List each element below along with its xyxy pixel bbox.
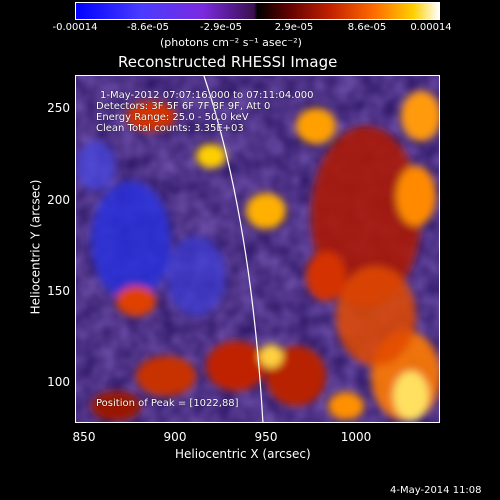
colorbar-tick: 2.9e-05 [274, 22, 314, 33]
x-tick: 950 [254, 430, 278, 444]
colorbar-units: (photons cm⁻² s⁻¹ asec⁻²) [160, 36, 302, 49]
info-detectors: Detectors: 3F 5F 6F 7F 8F 9F, Att 0 [96, 101, 271, 112]
colorbar-tick: 8.6e-05 [347, 22, 387, 33]
info-peak-position: Position of Peak = [1022,88] [96, 398, 239, 409]
emission-blobs [76, 91, 439, 421]
x-tick: 850 [72, 430, 96, 444]
plot-title: Reconstructed RHESSI Image [118, 53, 338, 71]
y-tick: 150 [47, 284, 70, 298]
footer-timestamp: 4-May-2014 11:08 [390, 485, 482, 496]
y-tick: 250 [47, 101, 70, 115]
colorbar-tick: -8.6e-05 [127, 22, 169, 33]
colorbar-tick: -0.00014 [52, 22, 98, 33]
y-tick: 200 [47, 193, 70, 207]
image-plot[interactable]: 1-May-2012 07:07:16.000 to 07:11:04.000 … [75, 75, 440, 423]
colorbar-tick: -2.9e-05 [200, 22, 242, 33]
info-energy-range: Energy Range: 25.0 - 50.0 keV [96, 112, 249, 123]
x-tick: 1000 [340, 430, 372, 444]
colorbar [75, 2, 440, 20]
colorbar-tick: 0.00014 [410, 22, 452, 33]
info-method: Clean Total counts: 3.35E+03 [96, 123, 244, 134]
y-axis-label: Heliocentric Y (arcsec) [28, 179, 43, 315]
x-tick: 900 [163, 430, 187, 444]
info-time-range: 1-May-2012 07:07:16.000 to 07:11:04.000 [100, 90, 314, 101]
solar-limb-line [203, 76, 264, 422]
x-axis-label: Heliocentric X (arcsec) [175, 447, 311, 461]
rhessi-image-map [76, 76, 439, 422]
y-tick: 100 [47, 375, 70, 389]
